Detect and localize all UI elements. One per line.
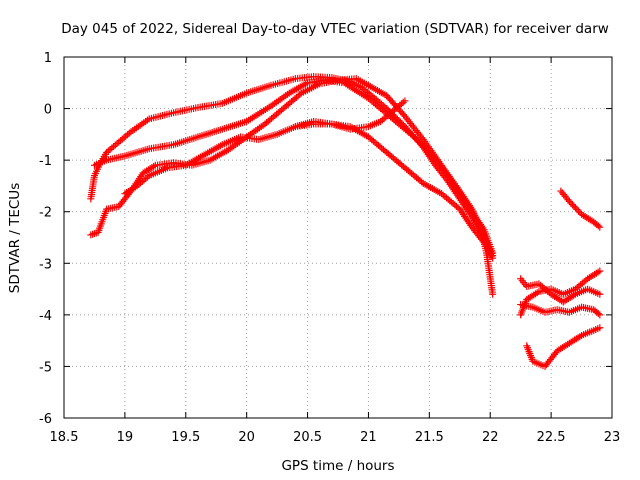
y-tick-label: -5 [39, 360, 52, 375]
y-tick-label: 1 [44, 51, 52, 66]
y-tick-label: -6 [39, 412, 52, 427]
x-tick-label: 19.5 [171, 430, 200, 445]
y-tick-label: -1 [39, 154, 52, 169]
y-tick-label: -3 [39, 257, 52, 272]
data-point [596, 290, 604, 298]
chart-title: Day 045 of 2022, Sidereal Day-to-day VTE… [61, 21, 609, 37]
series-track-f [517, 267, 604, 319]
data-point [90, 230, 98, 238]
data-point [564, 196, 572, 204]
series-track-g [517, 275, 604, 306]
x-tick-label: 23 [604, 430, 621, 445]
data-point [594, 222, 602, 230]
data-point [479, 237, 487, 245]
data-point [489, 254, 497, 262]
data-series-layer [87, 73, 604, 370]
data-point [575, 207, 583, 215]
grid-lines [64, 57, 612, 418]
data-point [570, 202, 578, 210]
series-track-d [121, 117, 497, 262]
data-point [401, 97, 409, 105]
y-tick-label: -4 [39, 309, 52, 324]
axis-ticks: 18.5 19 19.5 20 20.5 21 21.5 22 22.5 23 1 0 -1 -2 -3 -4… [39, 51, 620, 445]
data-point [565, 197, 573, 205]
data-point [567, 199, 575, 207]
series-track-e [291, 97, 409, 133]
series-track-h [517, 301, 604, 319]
data-point [594, 310, 602, 318]
x-tick-label: 21 [360, 430, 377, 445]
x-tick-label: 20.5 [293, 430, 322, 445]
data-point [489, 290, 497, 298]
data-point [411, 134, 419, 142]
data-point [596, 267, 604, 275]
x-tick-label: 18.5 [50, 430, 79, 445]
data-point [596, 311, 604, 319]
y-tick-label: -2 [39, 206, 52, 221]
x-tick-label: 22 [482, 430, 499, 445]
data-point [573, 205, 581, 213]
x-tick-label: 21.5 [415, 430, 444, 445]
x-axis-title: GPS time / hours [281, 458, 394, 474]
x-tick-label: 19 [117, 430, 134, 445]
plot-frame [63, 56, 613, 419]
data-point [596, 223, 604, 231]
data-point [571, 204, 579, 212]
y-tick-label: 0 [44, 103, 52, 118]
data-point [568, 201, 576, 209]
x-tick-label: 22.5 [537, 430, 566, 445]
data-point [296, 91, 304, 99]
y-axis-title: SDTVAR / TECUs [7, 183, 23, 293]
series-track-i [523, 324, 604, 370]
series-track-j [557, 187, 604, 231]
data-point [596, 324, 604, 332]
x-tick-label: 20 [238, 430, 255, 445]
